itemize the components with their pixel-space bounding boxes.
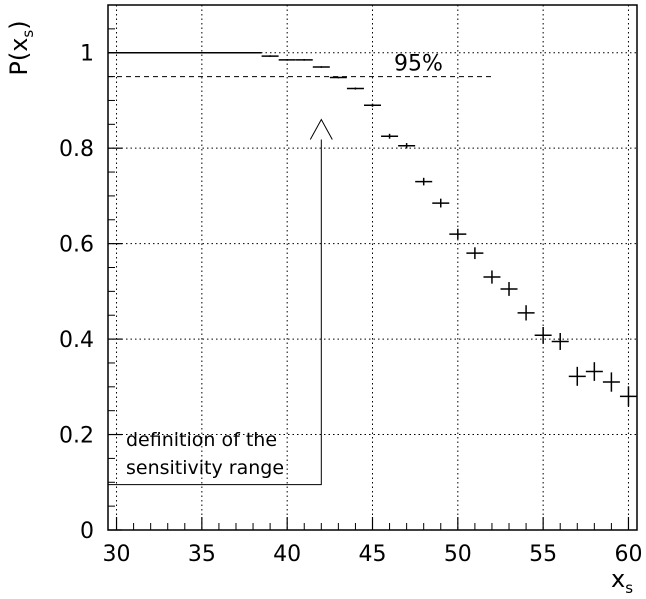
data-point (483, 270, 501, 284)
data-series (108, 51, 637, 407)
y-axis-title: P(xs) (5, 20, 37, 75)
x-tick-label: 40 (273, 542, 301, 567)
data-point (551, 333, 569, 350)
tick-labels: 30 35 40 45 50 55 60 0 0.2 0.4 0.6 0.8 1 (59, 42, 642, 567)
x-tick-label: 60 (614, 542, 642, 567)
data-point (449, 228, 467, 240)
data-point (568, 366, 586, 386)
data-point (534, 326, 552, 344)
x-tick-label: 30 (103, 542, 131, 567)
annotation-line-1: definition of the (126, 429, 277, 451)
y-tick-label: 0.8 (59, 137, 94, 162)
x-tick-label: 35 (188, 542, 216, 567)
data-point (432, 198, 450, 208)
axis-ticks (108, 4, 630, 531)
data-point (517, 305, 535, 321)
data-point (261, 55, 279, 57)
data-point (381, 133, 399, 139)
data-point (312, 66, 330, 68)
annotation-arrow-shaft (108, 139, 322, 486)
y-tick-label: 0.2 (59, 424, 94, 449)
x-tick-label: 45 (359, 542, 387, 567)
y-tick-label: 0.4 (59, 328, 94, 353)
y-tick-label: 0 (80, 519, 94, 544)
annotation-arrow-head (309, 118, 333, 140)
data-point (346, 87, 364, 90)
data-point (364, 103, 381, 107)
threshold-label: 95% (394, 52, 443, 77)
data-point (585, 362, 603, 381)
data-point (415, 177, 433, 186)
x-axis-title: xs (611, 565, 633, 597)
y-tick-label: 0.6 (59, 233, 94, 258)
data-point (500, 282, 518, 296)
data-point (278, 59, 296, 61)
data-point (398, 143, 416, 149)
data-point (619, 386, 637, 407)
data-point (329, 76, 347, 79)
data-point (295, 59, 313, 61)
annotations (108, 76, 492, 486)
annotation-line-2: sensitivity range (126, 457, 284, 479)
y-tick-label: 1 (80, 42, 94, 67)
data-point (466, 247, 484, 260)
x-tick-label: 50 (444, 542, 472, 567)
data-point (602, 372, 620, 392)
x-tick-label: 55 (529, 542, 557, 567)
grid (108, 5, 637, 531)
